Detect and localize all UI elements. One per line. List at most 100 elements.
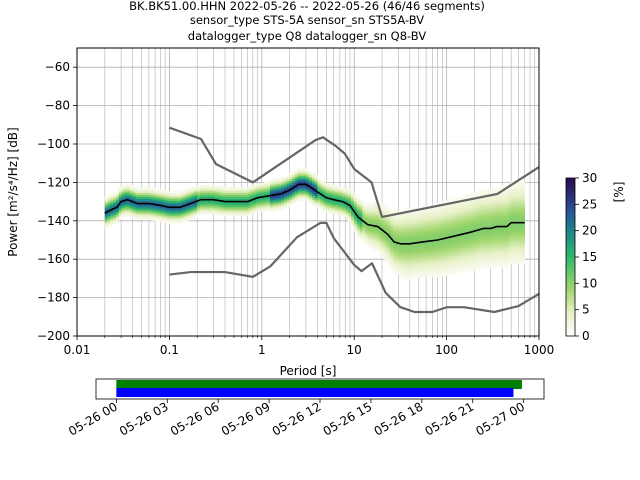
density-cell	[437, 248, 442, 251]
density-cell	[367, 239, 372, 242]
density-cell	[510, 256, 514, 259]
density-cell	[446, 204, 450, 207]
density-cell	[183, 210, 187, 213]
density-cell	[384, 207, 388, 210]
density-cell	[465, 245, 469, 248]
density-cell	[197, 209, 201, 212]
density-cell	[166, 200, 170, 203]
density-cell	[493, 228, 497, 231]
density-cell	[446, 234, 450, 237]
density-cell	[295, 178, 299, 182]
density-cell	[297, 171, 302, 174]
density-cell	[477, 255, 481, 258]
density-cell	[387, 236, 391, 239]
density-cell	[317, 197, 321, 200]
density-cell	[488, 223, 492, 226]
density-cell	[437, 255, 442, 259]
density-cell	[521, 183, 525, 186]
density-cell	[418, 231, 422, 234]
density-cell	[443, 214, 447, 217]
density-cell	[482, 248, 486, 251]
density-cell	[468, 206, 472, 209]
density-cell	[463, 215, 467, 218]
density-cell	[412, 255, 416, 258]
density-cell	[460, 196, 464, 199]
density-cell	[216, 191, 220, 194]
density-cell	[130, 198, 134, 201]
density-cell	[348, 194, 352, 197]
density-cell	[507, 233, 511, 236]
density-cell	[446, 209, 450, 212]
density-cell	[292, 201, 296, 204]
density-cell	[449, 203, 453, 206]
density-cell	[205, 187, 209, 190]
density-cell	[516, 216, 520, 219]
density-cell	[155, 219, 159, 222]
density-cell	[429, 270, 433, 273]
density-cell	[390, 257, 394, 260]
density-cell	[342, 187, 346, 191]
density-cell	[468, 248, 472, 251]
density-cell	[241, 189, 246, 192]
density-cell	[409, 233, 414, 236]
density-cell	[155, 200, 159, 203]
density-cell	[269, 207, 274, 211]
density-cell	[365, 209, 369, 212]
density-cell	[247, 198, 251, 201]
density-cell	[468, 237, 472, 240]
density-cell	[323, 203, 327, 206]
density-cell	[264, 183, 268, 187]
density-cell	[373, 221, 377, 224]
density-cell	[493, 251, 497, 254]
density-cell	[421, 210, 425, 213]
density-cell	[239, 196, 243, 199]
density-cell	[118, 213, 122, 216]
density-cell	[429, 253, 433, 256]
density-cell	[194, 204, 198, 207]
density-cell	[381, 252, 386, 256]
density-cell	[499, 248, 503, 251]
density-cell	[460, 210, 464, 213]
density-cell	[513, 231, 517, 234]
density-cell	[457, 209, 461, 212]
density-cell	[463, 242, 467, 245]
density-cell	[471, 236, 475, 239]
density-cell	[418, 233, 422, 236]
density-cell	[451, 216, 456, 219]
density-cell	[471, 222, 475, 226]
density-cell	[409, 231, 414, 234]
density-cell	[365, 224, 369, 227]
density-cell	[258, 182, 262, 186]
density-cell	[496, 202, 500, 205]
density-cell	[367, 212, 372, 215]
density-cell	[328, 195, 332, 198]
density-cell	[488, 252, 492, 255]
density-cell	[443, 220, 447, 223]
density-cell	[482, 229, 486, 232]
density-cell	[152, 193, 156, 196]
density-cell	[393, 231, 397, 234]
density-cell	[401, 256, 405, 259]
density-cell	[183, 197, 187, 200]
density-cell	[250, 189, 254, 192]
density-cell	[446, 261, 450, 264]
density-cell	[471, 261, 475, 264]
density-cell	[426, 215, 430, 218]
density-cell	[463, 265, 467, 268]
density-cell	[407, 225, 411, 228]
density-cell	[477, 261, 481, 264]
density-cell	[323, 191, 327, 194]
density-cell	[435, 244, 439, 248]
density-cell	[507, 198, 511, 201]
density-cell	[502, 237, 506, 240]
density-cell	[465, 203, 469, 206]
density-cell	[521, 256, 525, 259]
density-cell	[465, 212, 469, 215]
density-cell	[502, 210, 506, 213]
density-cell	[519, 206, 523, 209]
density-cell	[482, 250, 486, 253]
density-cell	[289, 190, 293, 193]
density-cell	[474, 252, 478, 255]
density-cell	[188, 210, 192, 213]
density-cell	[208, 204, 212, 207]
